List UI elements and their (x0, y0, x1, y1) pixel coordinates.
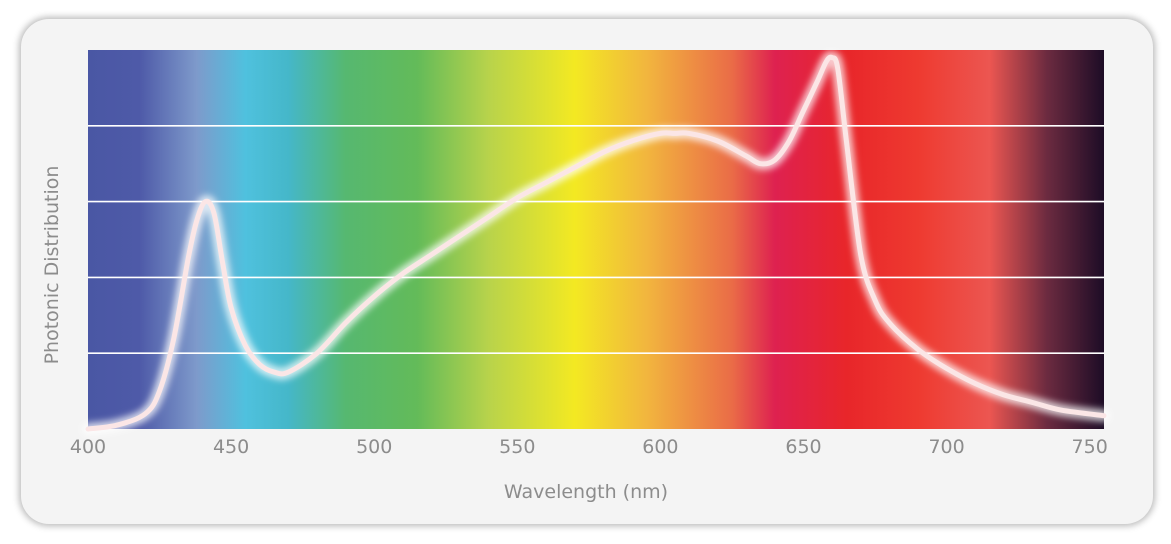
x-tick-label: 750 (1072, 436, 1108, 458)
x-tick-label: 650 (785, 436, 821, 458)
x-tick-label: 400 (70, 436, 106, 458)
x-tick-label: 600 (642, 436, 678, 458)
x-tick-label: 500 (356, 436, 392, 458)
series-line (85, 54, 1107, 432)
x-axis-label: Wavelength (nm) (504, 481, 668, 503)
x-tick-labels: 400 450 500 550 600 650 700 750 (70, 436, 1108, 458)
curve-layer (82, 51, 1110, 435)
x-tick-label: 700 (928, 436, 964, 458)
x-tick-label: 550 (499, 436, 535, 458)
y-axis-label: Photonic Distribution (41, 166, 63, 365)
x-tick-label: 450 (213, 436, 249, 458)
